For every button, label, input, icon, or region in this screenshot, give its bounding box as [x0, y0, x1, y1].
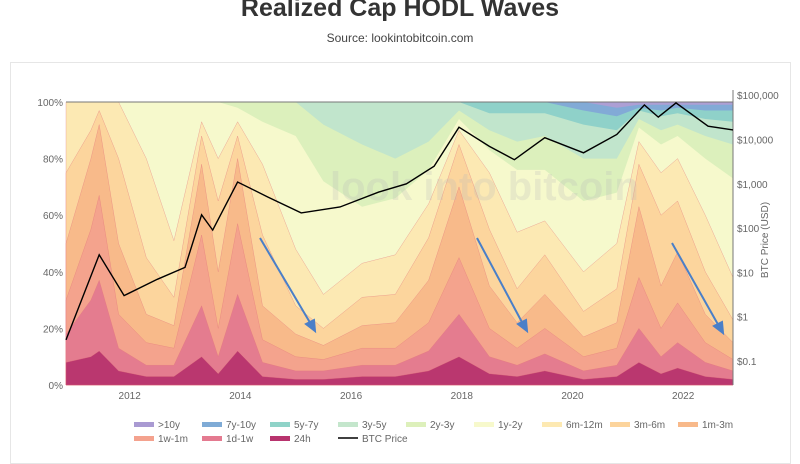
legend-swatch — [134, 436, 154, 441]
legend-swatch — [270, 422, 290, 427]
legend-label: 7y-10y — [226, 420, 256, 431]
y2-tick-label: $100,000 — [737, 91, 779, 102]
btc-price-line — [65, 102, 734, 341]
arrow-head-2022 — [712, 320, 725, 336]
y-tick-label: 100% — [37, 98, 63, 109]
legend-label: 24h — [294, 434, 311, 445]
legend-label: 1m-3m — [702, 420, 733, 431]
arrow-head-2014 — [304, 318, 317, 334]
y2-tick-label: $100 — [737, 224, 760, 235]
legend-label: 1d-1w — [226, 434, 254, 445]
legend-swatch — [406, 422, 426, 427]
legend-label: >10y — [158, 420, 180, 431]
legend-swatch — [474, 422, 494, 427]
x-tick-label: 2022 — [672, 391, 695, 402]
y-tick-label: 80% — [43, 155, 63, 166]
trend-arrows — [259, 237, 725, 336]
legend-swatch — [610, 422, 630, 427]
legend-swatch — [678, 422, 698, 427]
y2-tick-label: $10,000 — [737, 136, 774, 147]
arrow-2018 — [476, 237, 525, 327]
hodl-waves-chart: look into bitcoin 0% 20% 40% 60% 80% 100% 2012… — [37, 90, 779, 445]
legend-swatch — [542, 422, 562, 427]
y2-tick-label: $10 — [737, 268, 754, 279]
legend-label: 6m-12m — [566, 420, 603, 431]
y-tick-label: 0% — [49, 381, 64, 392]
legend-label: 1y-2y — [498, 420, 522, 431]
legend-swatch — [270, 436, 290, 441]
x-tick-label: 2012 — [119, 391, 142, 402]
legend-label: 3m-6m — [634, 420, 665, 431]
legend-swatch — [202, 436, 222, 441]
x-tick-label: 2016 — [340, 391, 363, 402]
y-tick-label: 40% — [43, 268, 63, 279]
y-tick-label: 60% — [43, 211, 63, 222]
right-axis-label: BTC Price (USD) — [760, 202, 771, 278]
arrow-2022 — [671, 242, 721, 329]
legend-label: BTC Price — [362, 434, 408, 445]
x-tick-label: 2020 — [561, 391, 584, 402]
arrow-head-2018 — [516, 318, 529, 334]
legend-swatch — [134, 422, 154, 427]
legend-label: 3y-5y — [362, 420, 386, 431]
chart-title: Realized Cap HODL Waves — [240, 0, 560, 22]
x-tick-label: 2018 — [451, 391, 474, 402]
legend: >10y 7y-10y 5y-7y 3y-5y 2y-3y 1y-2y 6m-12m 3m-6… — [134, 420, 733, 445]
area-24h — [65, 350, 734, 386]
legend-label: 5y-7y — [294, 420, 318, 431]
legend-label: 2y-3y — [430, 420, 454, 431]
x-tick-label: 2014 — [229, 391, 252, 402]
watermark-logo: look into bitcoin — [330, 165, 639, 209]
y2-tick-label: $1 — [737, 313, 749, 324]
stacked-areas — [65, 101, 734, 386]
chart-source: Source: lookintobitcoin.com — [326, 31, 474, 45]
legend-swatch — [338, 422, 358, 427]
arrow-2014 — [259, 237, 313, 327]
y-tick-label: 20% — [43, 324, 63, 335]
y2-tick-label: $1,000 — [737, 180, 768, 191]
legend-swatch — [202, 422, 222, 427]
y2-tick-label: $0.1 — [737, 357, 757, 368]
legend-label: 1w-1m — [158, 434, 188, 445]
